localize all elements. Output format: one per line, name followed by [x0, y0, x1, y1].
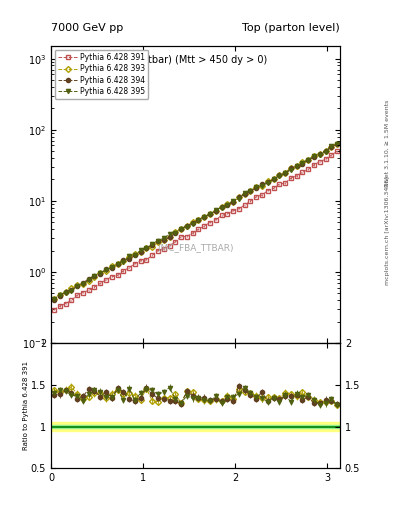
Legend: Pythia 6.428 391, Pythia 6.428 393, Pythia 6.428 394, Pythia 6.428 395: Pythia 6.428 391, Pythia 6.428 393, Pyth…: [55, 50, 148, 99]
Y-axis label: Ratio to Pythia 6.428 391: Ratio to Pythia 6.428 391: [24, 361, 29, 451]
Text: Δφ (t̅tbar) (Mtt > 450 dy > 0): Δφ (t̅tbar) (Mtt > 450 dy > 0): [124, 55, 267, 65]
Text: Rivet 3.1.10, ≥ 1.5M events: Rivet 3.1.10, ≥ 1.5M events: [385, 100, 389, 187]
Text: Top (parton level): Top (parton level): [242, 23, 340, 33]
Text: 7000 GeV pp: 7000 GeV pp: [51, 23, 123, 33]
Text: (MC_FBA_TTBAR): (MC_FBA_TTBAR): [157, 244, 234, 252]
Text: mcplots.cern.ch [arXiv:1306.3436]: mcplots.cern.ch [arXiv:1306.3436]: [385, 176, 389, 285]
